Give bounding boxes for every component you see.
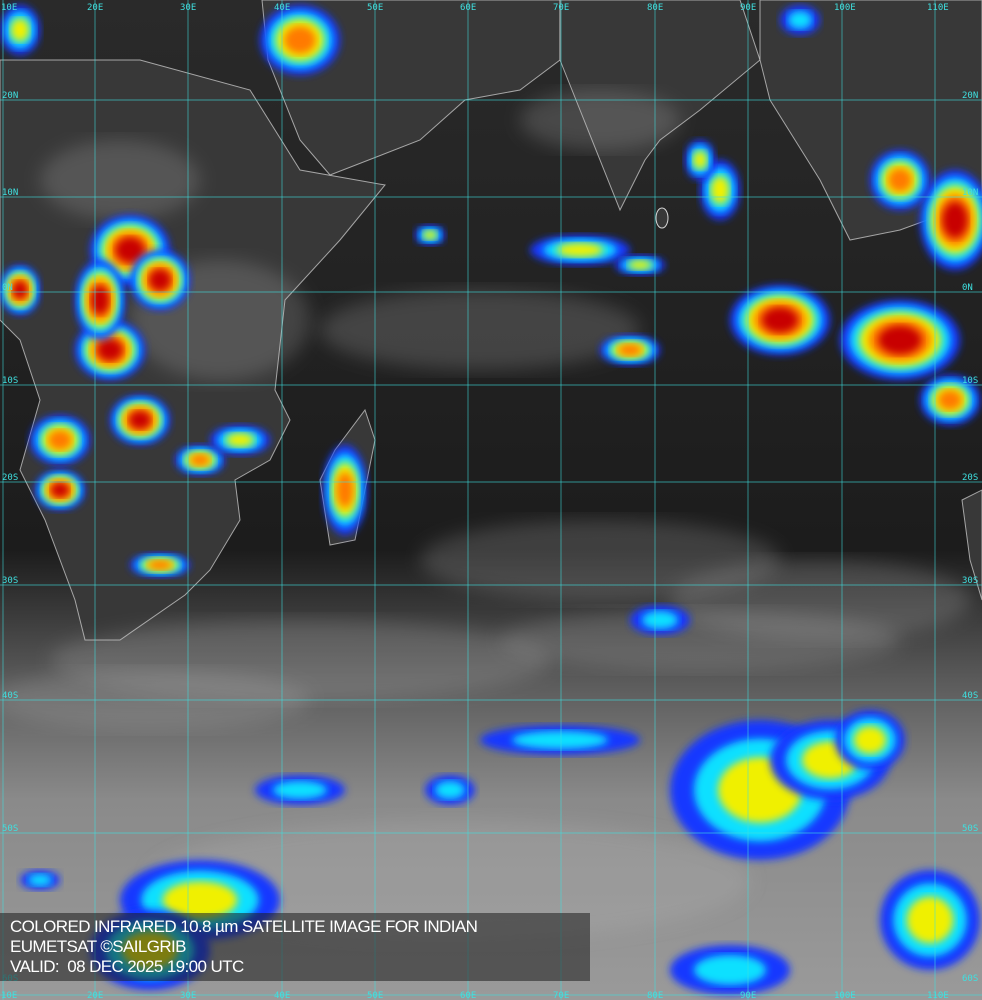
- cloud-orange: [336, 472, 354, 508]
- cloud-red: [51, 482, 69, 498]
- cloud-yellow: [628, 260, 652, 270]
- cloud-cyan: [273, 781, 327, 799]
- light-cloud: [40, 140, 200, 220]
- cloud-yellow: [906, 896, 954, 944]
- cloud-red: [97, 339, 123, 361]
- longitude-label-top: 80E: [647, 3, 663, 13]
- cloud-red: [149, 269, 171, 291]
- longitude-label-top: 20E: [87, 3, 103, 13]
- latitude-label-left: 0N: [2, 283, 13, 293]
- longitude-label-top: 50E: [367, 3, 383, 13]
- latitude-label-left: 10N: [2, 188, 18, 198]
- cloud-red: [115, 237, 145, 263]
- cloud-cyan: [642, 611, 678, 629]
- longitude-label-bottom: 50E: [367, 991, 383, 1000]
- longitude-label-bottom: 10E: [1, 991, 17, 1000]
- longitude-label-bottom: 30E: [180, 991, 196, 1000]
- cloud-red: [12, 281, 28, 299]
- latitude-label-right: 0N: [962, 283, 973, 293]
- caption-valid-time: VALID: 08 DEC 2025 19:00 UTC: [10, 957, 244, 976]
- latitude-label-left: 30S: [2, 576, 18, 586]
- caption-box: COLORED INFRARED 10.8 µm SATELLITE IMAGE…: [0, 913, 590, 981]
- cloud-cyan: [694, 955, 766, 985]
- longitude-label-bottom: 20E: [87, 991, 103, 1000]
- cloud-red: [129, 411, 151, 429]
- caption-title: COLORED INFRARED 10.8 µm SATELLITE IMAGE…: [10, 917, 478, 936]
- latitude-label-right: 10S: [962, 376, 978, 386]
- cloud-cyan: [512, 731, 608, 749]
- longitude-label-bottom: 60E: [460, 991, 476, 1000]
- cloud-yellow: [693, 150, 707, 170]
- cloud-red: [878, 325, 922, 355]
- longitude-label-bottom: 90E: [740, 991, 756, 1000]
- latitude-label-left: 40S: [2, 691, 18, 701]
- longitude-label-bottom: 70E: [553, 991, 569, 1000]
- cloud-orange: [618, 344, 642, 356]
- longitude-label-top: 90E: [740, 3, 756, 13]
- cloud-yellow: [162, 881, 238, 919]
- latitude-label-right: 10N: [962, 188, 978, 198]
- cloud-yellow: [10, 18, 30, 42]
- cloud-cyan: [435, 781, 465, 799]
- cloud-yellow: [226, 433, 254, 447]
- cloud-red: [91, 285, 109, 315]
- light-cloud: [520, 90, 680, 150]
- cloud-orange: [148, 560, 172, 570]
- longitude-label-top: 110E: [927, 3, 949, 13]
- cloud-red: [942, 202, 968, 238]
- cloud-orange: [284, 26, 316, 54]
- cloud-orange: [48, 430, 72, 450]
- latitude-label-left: 20N: [2, 91, 18, 101]
- australia-landmass: [961, 489, 982, 601]
- cloud-cyan: [28, 874, 52, 886]
- longitude-label-top: 40E: [274, 3, 290, 13]
- cloud-cyan: [788, 11, 812, 29]
- longitude-label-bottom: 80E: [647, 991, 663, 1000]
- longitude-label-bottom: 40E: [274, 991, 290, 1000]
- cloud-yellow: [853, 726, 887, 754]
- light-cloud: [150, 820, 750, 940]
- latitude-label-right: 20S: [962, 473, 978, 483]
- latitude-label-right: 30S: [962, 576, 978, 586]
- caption-source: EUMETSAT ©SAILGRIB: [10, 937, 186, 956]
- longitude-label-top: 60E: [460, 3, 476, 13]
- cloud-yellow: [423, 230, 437, 240]
- longitude-label-top: 10E: [1, 3, 17, 13]
- longitude-label-top: 100E: [834, 3, 856, 13]
- cloud-orange: [190, 454, 210, 466]
- light-cloud: [420, 520, 780, 600]
- latitude-label-right: 40S: [962, 691, 978, 701]
- cloud-orange: [888, 168, 912, 192]
- latitude-label-right: 50S: [962, 824, 978, 834]
- cloud-yellow: [556, 243, 604, 257]
- latitude-label-right: 60S: [962, 974, 978, 984]
- cloud-red: [762, 307, 798, 333]
- longitude-label-top: 30E: [180, 3, 196, 13]
- longitude-label-bottom: 100E: [834, 991, 856, 1000]
- latitude-label-left: 20S: [2, 473, 18, 483]
- cloud-yellow: [710, 176, 730, 204]
- longitude-label-top: 70E: [553, 3, 569, 13]
- latitude-label-right: 20N: [962, 91, 978, 101]
- latitude-label-left: 10S: [2, 376, 18, 386]
- light-cloud: [320, 290, 640, 370]
- cloud-orange: [938, 390, 962, 410]
- sri-lanka-landmass: [655, 207, 669, 229]
- latitude-label-left: 50S: [2, 824, 18, 834]
- longitude-label-bottom: 110E: [927, 991, 949, 1000]
- light-cloud: [670, 560, 970, 640]
